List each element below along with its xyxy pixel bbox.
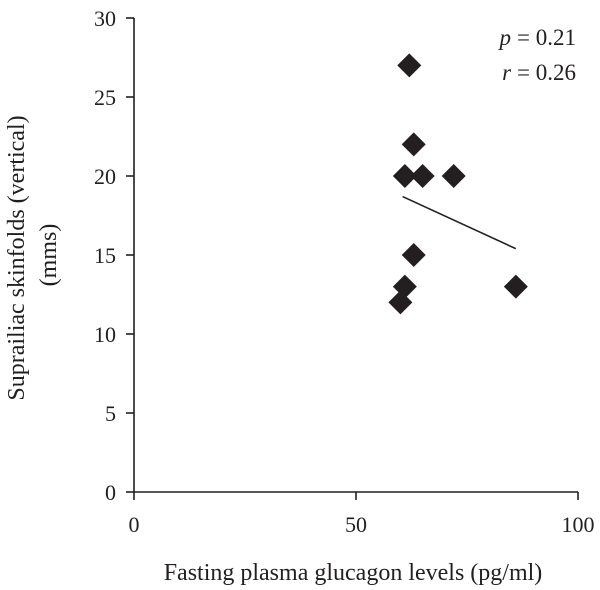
y-tick-label: 15	[94, 243, 116, 268]
data-point	[503, 274, 528, 299]
p-annotation: p = 0.21	[498, 25, 576, 50]
data-point	[392, 164, 417, 188]
y-tick-label: 30	[94, 6, 116, 31]
data-point	[401, 243, 426, 267]
x-tick-label: 0	[129, 512, 140, 537]
x-tick-label: 100	[562, 512, 595, 537]
y-axis-label-line-1: Suprailiac skinfolds (vertical)	[4, 115, 30, 400]
y-tick-label: 10	[94, 322, 116, 347]
y-tick-label: 25	[94, 85, 116, 110]
data-point	[410, 164, 435, 188]
trend-line	[402, 195, 517, 250]
x-axis-label: Fasting plasma glucagon levels (pg/ml)	[164, 560, 543, 586]
data-points	[388, 53, 528, 315]
ticks-layer	[126, 17, 579, 500]
y-tick-label: 5	[105, 401, 116, 426]
r-annotation: r = 0.26	[502, 60, 576, 85]
tick-labels: 0 5 10 15 20 25 30 0 50 100	[94, 6, 595, 537]
y-axis-label: Suprailiac skinfolds (vertical) (mms)	[4, 109, 62, 400]
data-point	[397, 53, 422, 78]
y-axis-label-line-2: (mms)	[36, 224, 62, 287]
x-tick-label: 50	[345, 512, 367, 537]
y-tick-label: 20	[94, 164, 116, 189]
data-point	[441, 164, 466, 188]
data-point	[388, 290, 413, 315]
data-point	[401, 132, 426, 157]
y-tick-label: 0	[105, 480, 116, 505]
